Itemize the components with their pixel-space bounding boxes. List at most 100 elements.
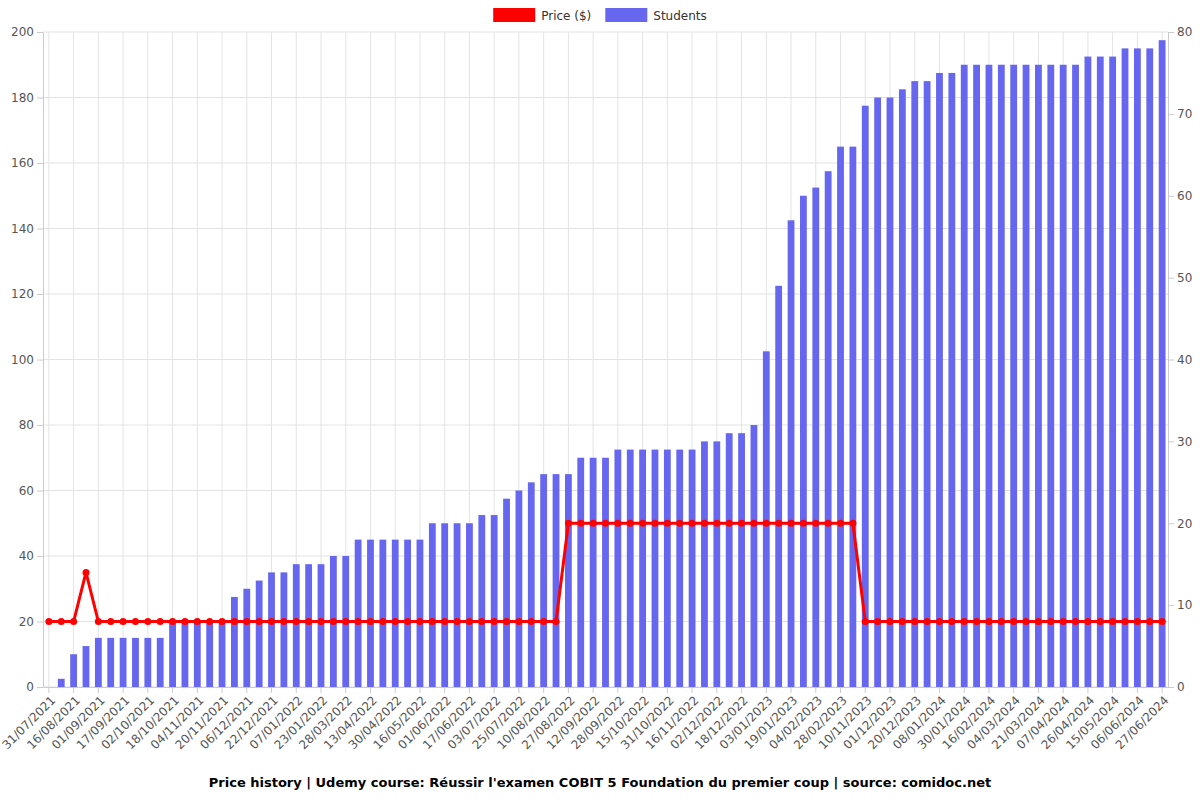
bar (367, 540, 374, 687)
tick-mark (1168, 32, 1174, 33)
bar (887, 98, 894, 688)
bar (280, 572, 287, 687)
bar (998, 65, 1005, 687)
tick: 20 (19, 615, 43, 629)
tick-mark (617, 687, 618, 693)
tick-mark (37, 425, 43, 426)
tick: 40 (1168, 353, 1192, 367)
tick-mark (395, 687, 396, 693)
bar (713, 441, 720, 687)
y-axis: 020406080100120140160180200 (11, 25, 43, 694)
tick-label: 0 (26, 680, 34, 694)
marker (886, 618, 893, 625)
bar (379, 540, 386, 687)
plot-area (45, 40, 1165, 687)
legend-swatch (493, 8, 535, 22)
tick: 160 (11, 156, 43, 170)
marker (973, 618, 980, 625)
tick: 180 (11, 91, 43, 105)
tick-mark (296, 687, 297, 693)
marker (1122, 618, 1129, 625)
bar (70, 654, 77, 687)
bar (1159, 40, 1166, 687)
tick: 140 (11, 222, 43, 236)
marker (379, 618, 386, 625)
bar (528, 482, 535, 687)
bar (1072, 65, 1079, 687)
marker (738, 520, 745, 527)
tick-mark (1013, 687, 1014, 693)
tick: 50 (1168, 271, 1192, 285)
marker (256, 618, 263, 625)
tick-mark (37, 294, 43, 295)
marker (540, 618, 547, 625)
marker (478, 618, 485, 625)
marker (367, 618, 374, 625)
tick-mark (741, 687, 742, 693)
bar-series (58, 40, 1166, 687)
tick-mark (593, 687, 594, 693)
grid-line-x (73, 32, 74, 687)
marker (602, 520, 609, 527)
marker (788, 520, 795, 527)
bar (911, 81, 918, 687)
tick-label: 50 (1177, 271, 1192, 285)
bar (652, 450, 659, 687)
marker (763, 520, 770, 527)
bar (973, 65, 980, 687)
marker (837, 520, 844, 527)
tick-mark (1168, 441, 1174, 442)
marker (849, 520, 856, 527)
bar (144, 638, 151, 687)
bar (429, 523, 436, 687)
marker (775, 520, 782, 527)
tick-mark (865, 687, 866, 693)
tick-mark (1168, 196, 1174, 197)
tick-mark (964, 687, 965, 693)
tick-mark (37, 491, 43, 492)
tick-mark (642, 687, 643, 693)
marker (95, 618, 102, 625)
tick-mark (345, 687, 346, 693)
tick: 120 (11, 287, 43, 301)
legend-label: Price ($) (541, 9, 591, 23)
marker (243, 618, 250, 625)
tick-label: 30 (1177, 435, 1192, 449)
tick-mark (1087, 687, 1088, 693)
tick: 40 (19, 549, 43, 563)
marker (466, 618, 473, 625)
tick-label: 27/06/2024 (1113, 693, 1172, 752)
marker (416, 618, 423, 625)
marker (1047, 618, 1054, 625)
bar (751, 425, 758, 687)
marker (429, 618, 436, 625)
tick-mark (939, 687, 940, 693)
tick: 0 (26, 680, 43, 694)
marker (1035, 618, 1042, 625)
bar (194, 622, 201, 688)
marker (194, 618, 201, 625)
tick-mark (37, 687, 43, 688)
bar (726, 433, 733, 687)
marker (726, 520, 733, 527)
marker (144, 618, 151, 625)
bar (924, 81, 931, 687)
tick-mark (1137, 687, 1138, 693)
tick: 80 (1168, 25, 1192, 39)
tick-label: 60 (19, 484, 34, 498)
legend: Price ($)Students (493, 8, 707, 23)
tick: 27/06/2024 (1113, 687, 1172, 752)
bar (1146, 48, 1153, 687)
tick: 30 (1168, 435, 1192, 449)
tick-label: 40 (1177, 353, 1192, 367)
bar (478, 515, 485, 687)
tick-mark (37, 163, 43, 164)
tick-mark (716, 687, 717, 693)
bar (825, 171, 832, 687)
tick-mark (419, 687, 420, 693)
tick-mark (271, 687, 272, 693)
marker (1072, 618, 1079, 625)
marker (231, 618, 238, 625)
tick-mark (988, 687, 989, 693)
bar (1097, 57, 1104, 687)
